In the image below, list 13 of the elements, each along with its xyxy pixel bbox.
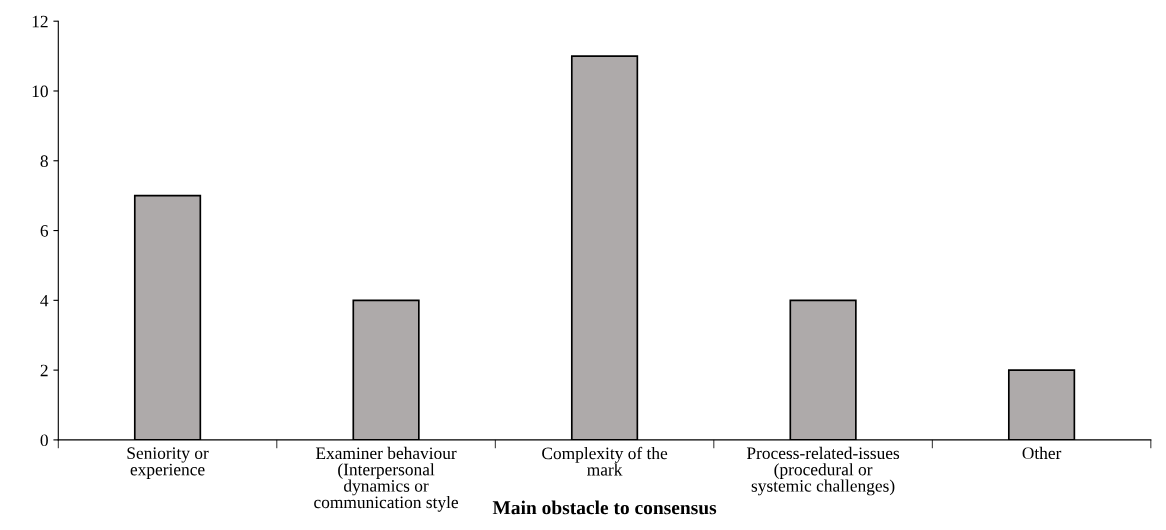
y-tick-label: 8 (40, 155, 48, 167)
x-tick-label: Examiner behaviour (Interpersonal dynamics or communication style (314, 446, 459, 512)
x-tick-label: Seniority or experience (127, 447, 209, 479)
y-tick-label: 6 (40, 225, 49, 237)
x-axis-title: Main obstacle to consensus (492, 500, 717, 515)
y-tick-label: 2 (40, 364, 48, 377)
y-tick-label: 12 (32, 15, 48, 28)
x-tick-label: Other (1022, 446, 1062, 460)
x-tick-label: Complexity of the mark (542, 446, 668, 476)
y-tick-label: 4 (40, 294, 49, 307)
y-tick-label: 0 (40, 434, 48, 447)
y-tick-label: 10 (32, 85, 48, 98)
x-tick-label: Process-related-issues (procedural or systemic challenges) (746, 446, 900, 496)
